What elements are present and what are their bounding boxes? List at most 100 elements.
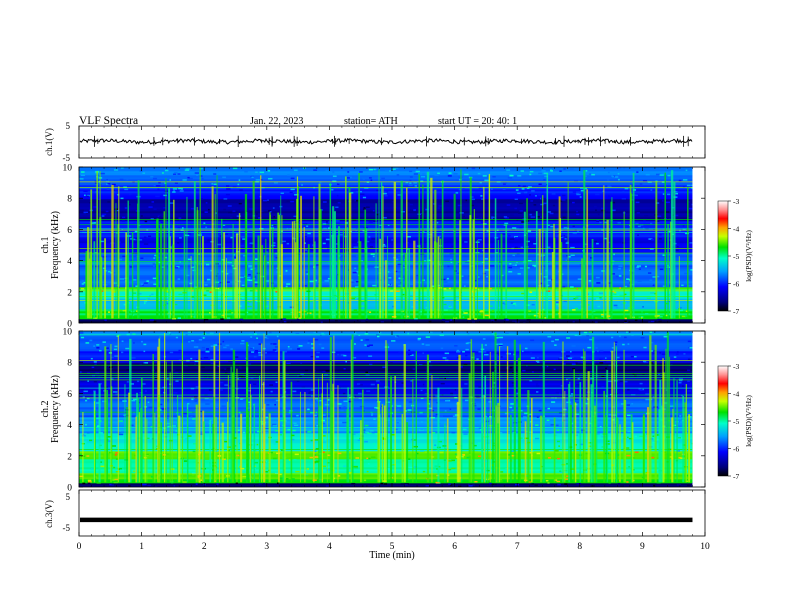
spectrogram-sferic — [304, 391, 306, 483]
spectrogram-speckle — [488, 482, 492, 485]
spectrogram-speckle — [398, 277, 401, 280]
spectrogram-speckle — [198, 339, 203, 341]
spectrogram-sferic — [387, 235, 389, 319]
spectrogram-sferic — [364, 209, 367, 319]
spectrogram-speckle — [498, 480, 503, 482]
spectrogram-speckle — [652, 352, 655, 355]
spectrogram-speckle — [107, 390, 111, 392]
spectrogram-speckle — [81, 288, 85, 290]
spectrogram-sferic — [562, 341, 564, 483]
spectrogram-speckle — [563, 226, 567, 229]
spectrogram-speckle — [626, 454, 631, 457]
spectrogram-speckle — [575, 297, 579, 299]
spectrogram-speckle — [132, 279, 137, 281]
spectrogram-speckle — [408, 401, 414, 403]
spectrogram-speckle — [172, 188, 178, 190]
spectrogram-speckle — [536, 253, 541, 256]
spectrogram-speckle — [431, 410, 434, 412]
spectrogram-speckle — [149, 295, 152, 297]
spectrogram-speckle — [305, 271, 309, 273]
spectrogram-speckle — [208, 398, 214, 401]
spectrogram-speckle — [240, 237, 245, 239]
spectrogram-sferic — [104, 238, 107, 319]
spectrogram-speckle — [601, 315, 605, 318]
spectrogram-speckle — [440, 382, 445, 385]
spectrogram-speckle — [220, 381, 224, 384]
spectrogram-sferic — [377, 383, 380, 483]
spectrogram-speckle — [674, 413, 677, 415]
spectrogram-speckle — [608, 317, 612, 319]
spectrogram-speckle — [143, 350, 146, 353]
spectrogram-speckle — [431, 285, 435, 288]
spectrogram-speckle — [652, 441, 656, 444]
spectrogram-speckle — [561, 273, 564, 275]
spectrogram-speckle — [462, 428, 467, 431]
spectrogram-sferic — [519, 344, 521, 483]
spectrogram-speckle — [354, 343, 356, 345]
spectrogram-line — [79, 334, 693, 336]
spectrogram-speckle — [94, 363, 97, 365]
spectrogram-speckle — [108, 249, 111, 251]
spectrogram-speckle — [577, 334, 582, 337]
x-tick-label: 3 — [264, 542, 269, 552]
spectrogram-speckle — [456, 350, 461, 353]
spectrogram-sferic — [193, 181, 196, 319]
spectrogram-speckle — [323, 227, 327, 230]
spectrogram-speckle — [231, 312, 234, 314]
spectrogram-speckle — [527, 191, 531, 194]
spectrogram-band — [79, 183, 693, 186]
station-label: station= ATH — [344, 116, 398, 127]
spectrogram-speckle — [570, 286, 574, 288]
spectrogram-sferic — [569, 381, 571, 483]
ch2-colorbar-gradient — [717, 365, 729, 477]
spectrogram-speckle — [174, 266, 179, 269]
spectrogram-speckle — [254, 461, 258, 464]
spectrogram-speckle — [438, 207, 440, 209]
spectrogram-speckle — [430, 331, 433, 334]
spectrogram-speckle — [99, 455, 104, 457]
spectrogram-speckle — [689, 242, 693, 244]
spectrogram-speckle — [382, 192, 387, 195]
spectrogram-speckle — [253, 373, 258, 375]
spectrogram-speckle — [331, 189, 334, 191]
spectrogram-sferic — [319, 405, 322, 483]
spectrogram-speckle — [374, 266, 379, 269]
spectrogram-speckle — [643, 220, 646, 223]
spectrogram-speckle — [615, 275, 619, 278]
spectrogram-sferic — [202, 236, 204, 319]
spectrogram-speckle — [436, 389, 439, 391]
spectrogram-sferic — [654, 344, 657, 483]
spectrogram-speckle — [484, 179, 489, 182]
spectrogram-speckle — [628, 465, 630, 468]
spectrogram-speckle — [364, 344, 367, 346]
spectrogram-sferic — [497, 239, 499, 319]
spectrogram-speckle — [505, 467, 509, 470]
spectrogram-sferic — [381, 404, 384, 483]
spectrogram-speckle — [328, 227, 331, 229]
spectrogram-speckle — [173, 190, 175, 192]
spectrogram-speckle — [89, 202, 91, 204]
spectrogram-speckle — [425, 393, 429, 396]
spectrogram-speckle — [339, 280, 344, 283]
spectrogram-speckle — [547, 482, 550, 484]
spectrogram-speckle — [494, 319, 497, 321]
spectrogram-speckle — [638, 268, 641, 270]
spectrogram-speckle — [371, 238, 376, 240]
spectrogram-speckle — [585, 170, 588, 172]
spectrogram-speckle — [204, 318, 209, 321]
spectrogram-speckle — [607, 448, 611, 450]
spectrogram-speckle — [431, 456, 435, 458]
spectrogram-speckle — [173, 392, 178, 394]
spectrogram-speckle — [79, 438, 83, 440]
y-tick-label: 4 — [67, 421, 72, 431]
spectrogram-sferic — [329, 182, 332, 319]
spectrogram-speckle — [167, 425, 172, 428]
date-label: Jan. 22, 2023 — [250, 116, 303, 127]
spectrogram-sferic — [265, 238, 267, 319]
spectrogram-speckle — [547, 211, 552, 213]
spectrogram-speckle — [397, 255, 401, 258]
spectrogram-speckle — [600, 378, 604, 380]
spectrogram-sferic — [136, 392, 138, 483]
spectrogram-speckle — [332, 171, 335, 173]
spectrogram-speckle — [398, 351, 402, 353]
